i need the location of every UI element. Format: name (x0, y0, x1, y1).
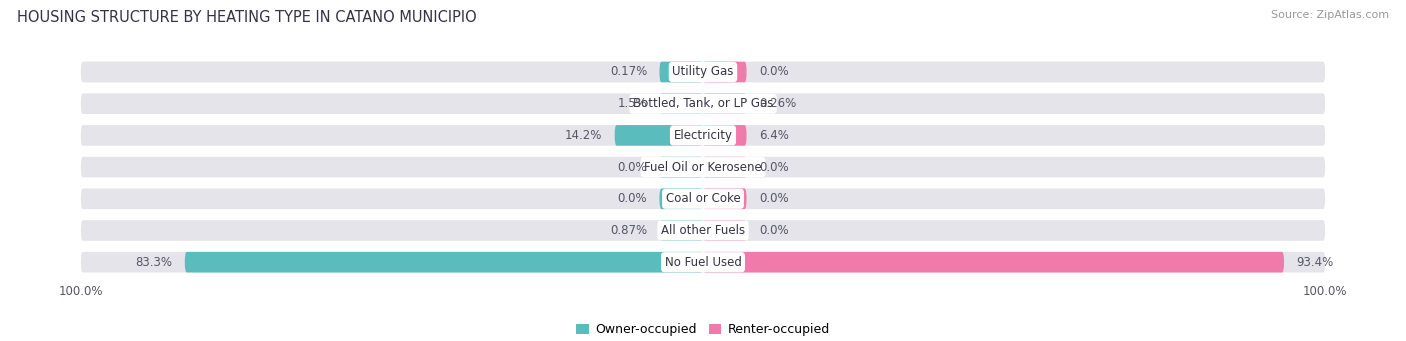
Text: 14.2%: 14.2% (565, 129, 602, 142)
Text: 0.0%: 0.0% (759, 192, 789, 205)
FancyBboxPatch shape (82, 125, 1324, 146)
Text: 0.26%: 0.26% (759, 97, 796, 110)
FancyBboxPatch shape (659, 93, 703, 114)
Text: Electricity: Electricity (673, 129, 733, 142)
Text: 0.17%: 0.17% (610, 65, 647, 78)
FancyBboxPatch shape (659, 189, 703, 209)
Text: Coal or Coke: Coal or Coke (665, 192, 741, 205)
Text: 0.0%: 0.0% (617, 161, 647, 174)
Legend: Owner-occupied, Renter-occupied: Owner-occupied, Renter-occupied (576, 323, 830, 336)
FancyBboxPatch shape (614, 125, 703, 146)
FancyBboxPatch shape (184, 252, 703, 272)
Text: 0.87%: 0.87% (610, 224, 647, 237)
FancyBboxPatch shape (82, 93, 1324, 114)
Text: All other Fuels: All other Fuels (661, 224, 745, 237)
FancyBboxPatch shape (659, 157, 703, 177)
FancyBboxPatch shape (703, 157, 747, 177)
Text: 0.0%: 0.0% (759, 161, 789, 174)
FancyBboxPatch shape (82, 62, 1324, 82)
Text: 93.4%: 93.4% (1296, 256, 1334, 269)
FancyBboxPatch shape (703, 62, 747, 82)
Text: 6.4%: 6.4% (759, 129, 789, 142)
FancyBboxPatch shape (82, 157, 1324, 177)
Text: 0.0%: 0.0% (759, 224, 789, 237)
FancyBboxPatch shape (82, 252, 1324, 272)
FancyBboxPatch shape (82, 220, 1324, 241)
FancyBboxPatch shape (82, 189, 1324, 209)
FancyBboxPatch shape (659, 62, 703, 82)
Text: HOUSING STRUCTURE BY HEATING TYPE IN CATANO MUNICIPIO: HOUSING STRUCTURE BY HEATING TYPE IN CAT… (17, 10, 477, 25)
Text: No Fuel Used: No Fuel Used (665, 256, 741, 269)
FancyBboxPatch shape (659, 220, 703, 241)
Text: Source: ZipAtlas.com: Source: ZipAtlas.com (1271, 10, 1389, 20)
Text: 0.0%: 0.0% (759, 65, 789, 78)
Text: 1.5%: 1.5% (617, 97, 647, 110)
FancyBboxPatch shape (703, 93, 747, 114)
Text: Fuel Oil or Kerosene: Fuel Oil or Kerosene (644, 161, 762, 174)
FancyBboxPatch shape (703, 220, 747, 241)
Text: Bottled, Tank, or LP Gas: Bottled, Tank, or LP Gas (633, 97, 773, 110)
Text: 0.0%: 0.0% (617, 192, 647, 205)
Text: Utility Gas: Utility Gas (672, 65, 734, 78)
FancyBboxPatch shape (703, 252, 1284, 272)
FancyBboxPatch shape (703, 189, 747, 209)
Text: 83.3%: 83.3% (135, 256, 173, 269)
FancyBboxPatch shape (703, 125, 747, 146)
